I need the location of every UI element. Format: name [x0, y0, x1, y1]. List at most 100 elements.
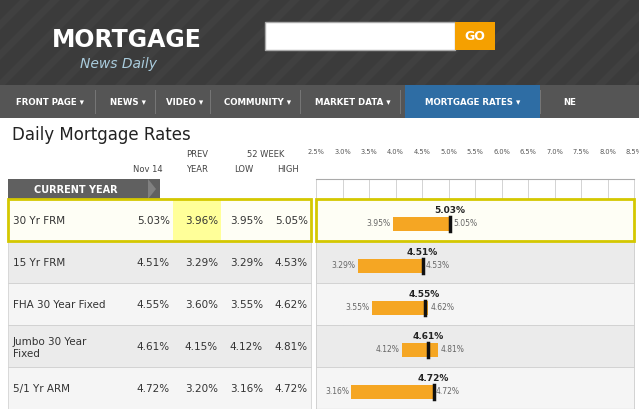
Bar	[316, 199, 634, 241]
Text: 4.53%: 4.53%	[426, 261, 450, 270]
Bar	[8, 199, 311, 241]
Bar	[316, 241, 634, 283]
Polygon shape	[215, 0, 320, 85]
Text: Jumbo 30 Year: Jumbo 30 Year	[13, 337, 88, 347]
Bar	[8, 283, 311, 325]
Polygon shape	[635, 0, 639, 85]
Text: PREV: PREV	[186, 150, 208, 159]
Polygon shape	[0, 0, 20, 85]
Polygon shape	[275, 0, 380, 85]
Text: NE: NE	[564, 98, 576, 107]
Bar	[173, 200, 221, 240]
Text: 52 WEEK: 52 WEEK	[247, 150, 285, 159]
Text: 4.55%: 4.55%	[137, 300, 170, 310]
Text: 3.55%: 3.55%	[346, 303, 369, 312]
Text: 4.72%: 4.72%	[137, 384, 170, 394]
Bar	[265, 22, 455, 50]
Text: 7.5%: 7.5%	[573, 149, 589, 155]
Text: 4.55%: 4.55%	[409, 290, 440, 299]
Text: 5.05%: 5.05%	[275, 216, 308, 226]
Text: 3.29%: 3.29%	[332, 261, 356, 270]
Text: VIDEO ▾: VIDEO ▾	[166, 98, 204, 107]
Bar	[358, 258, 424, 272]
Text: FRONT PAGE ▾: FRONT PAGE ▾	[16, 98, 84, 107]
Text: 8.5%: 8.5%	[626, 149, 639, 155]
Text: NEWS ▾: NEWS ▾	[109, 98, 146, 107]
Text: 6.0%: 6.0%	[493, 149, 510, 155]
Polygon shape	[148, 179, 160, 199]
Text: 3.55%: 3.55%	[230, 300, 263, 310]
Polygon shape	[65, 0, 170, 85]
Text: 6.5%: 6.5%	[520, 149, 536, 155]
Bar	[316, 283, 634, 325]
Text: Nov 14: Nov 14	[133, 165, 163, 174]
Bar	[351, 384, 434, 398]
Polygon shape	[35, 0, 140, 85]
Polygon shape	[0, 0, 80, 85]
Text: 3.16%: 3.16%	[325, 387, 349, 396]
Text: Daily Mortgage Rates: Daily Mortgage Rates	[12, 126, 191, 144]
Bar	[316, 367, 634, 409]
Text: 8.0%: 8.0%	[599, 149, 616, 155]
Polygon shape	[425, 0, 530, 85]
Text: 3.29%: 3.29%	[230, 258, 263, 268]
Text: 5/1 Yr ARM: 5/1 Yr ARM	[13, 384, 70, 394]
Text: 5.03%: 5.03%	[435, 206, 466, 215]
Text: HIGH: HIGH	[277, 165, 300, 174]
Polygon shape	[305, 0, 410, 85]
Text: 4.12%: 4.12%	[230, 342, 263, 352]
Text: MARKET DATA ▾: MARKET DATA ▾	[314, 98, 390, 107]
Text: 4.61%: 4.61%	[137, 342, 170, 352]
Bar	[316, 199, 634, 241]
Bar	[372, 301, 428, 315]
Bar	[393, 217, 451, 231]
Text: 4.72%: 4.72%	[275, 384, 308, 394]
Polygon shape	[515, 0, 620, 85]
Bar	[0, 0, 639, 85]
Text: 4.81%: 4.81%	[275, 342, 308, 352]
Text: 15 Yr FRM: 15 Yr FRM	[13, 258, 65, 268]
Bar	[8, 179, 148, 199]
Text: 4.61%: 4.61%	[412, 332, 443, 341]
Text: 4.62%: 4.62%	[275, 300, 308, 310]
Text: 4.62%: 4.62%	[430, 303, 454, 312]
Bar	[455, 22, 495, 50]
Text: 4.72%: 4.72%	[418, 374, 449, 383]
Text: 3.0%: 3.0%	[334, 149, 351, 155]
Polygon shape	[0, 0, 50, 85]
Text: 3.95%: 3.95%	[367, 219, 391, 228]
Polygon shape	[5, 0, 110, 85]
Text: MORTGAGE: MORTGAGE	[52, 28, 202, 52]
Polygon shape	[148, 179, 156, 199]
Text: COMMUNITY ▾: COMMUNITY ▾	[224, 98, 291, 107]
Text: 4.53%: 4.53%	[275, 258, 308, 268]
Text: Fixed: Fixed	[13, 349, 40, 359]
Text: News Daily: News Daily	[80, 57, 157, 71]
Bar	[405, 85, 540, 118]
Polygon shape	[485, 0, 590, 85]
Text: LOW: LOW	[234, 165, 253, 174]
Text: 3.20%: 3.20%	[185, 384, 218, 394]
Text: FHA 30 Year Fixed: FHA 30 Year Fixed	[13, 300, 105, 310]
Text: 4.12%: 4.12%	[376, 345, 400, 354]
Text: 4.5%: 4.5%	[413, 149, 431, 155]
Text: 5.03%: 5.03%	[137, 216, 170, 226]
Text: 4.15%: 4.15%	[185, 342, 218, 352]
Text: 5.05%: 5.05%	[453, 219, 477, 228]
Text: 3.16%: 3.16%	[230, 384, 263, 394]
Polygon shape	[545, 0, 639, 85]
Text: 3.29%: 3.29%	[185, 258, 218, 268]
Polygon shape	[575, 0, 639, 85]
Text: 3.95%: 3.95%	[230, 216, 263, 226]
Text: 2.5%: 2.5%	[307, 149, 325, 155]
Text: 4.51%: 4.51%	[137, 258, 170, 268]
Text: 5.0%: 5.0%	[440, 149, 457, 155]
Polygon shape	[455, 0, 560, 85]
Text: GO: GO	[465, 31, 486, 43]
Text: 3.5%: 3.5%	[360, 149, 378, 155]
Text: 3.60%: 3.60%	[185, 300, 218, 310]
Polygon shape	[245, 0, 350, 85]
Polygon shape	[335, 0, 440, 85]
Text: 30 Yr FRM: 30 Yr FRM	[13, 216, 65, 226]
Polygon shape	[155, 0, 260, 85]
